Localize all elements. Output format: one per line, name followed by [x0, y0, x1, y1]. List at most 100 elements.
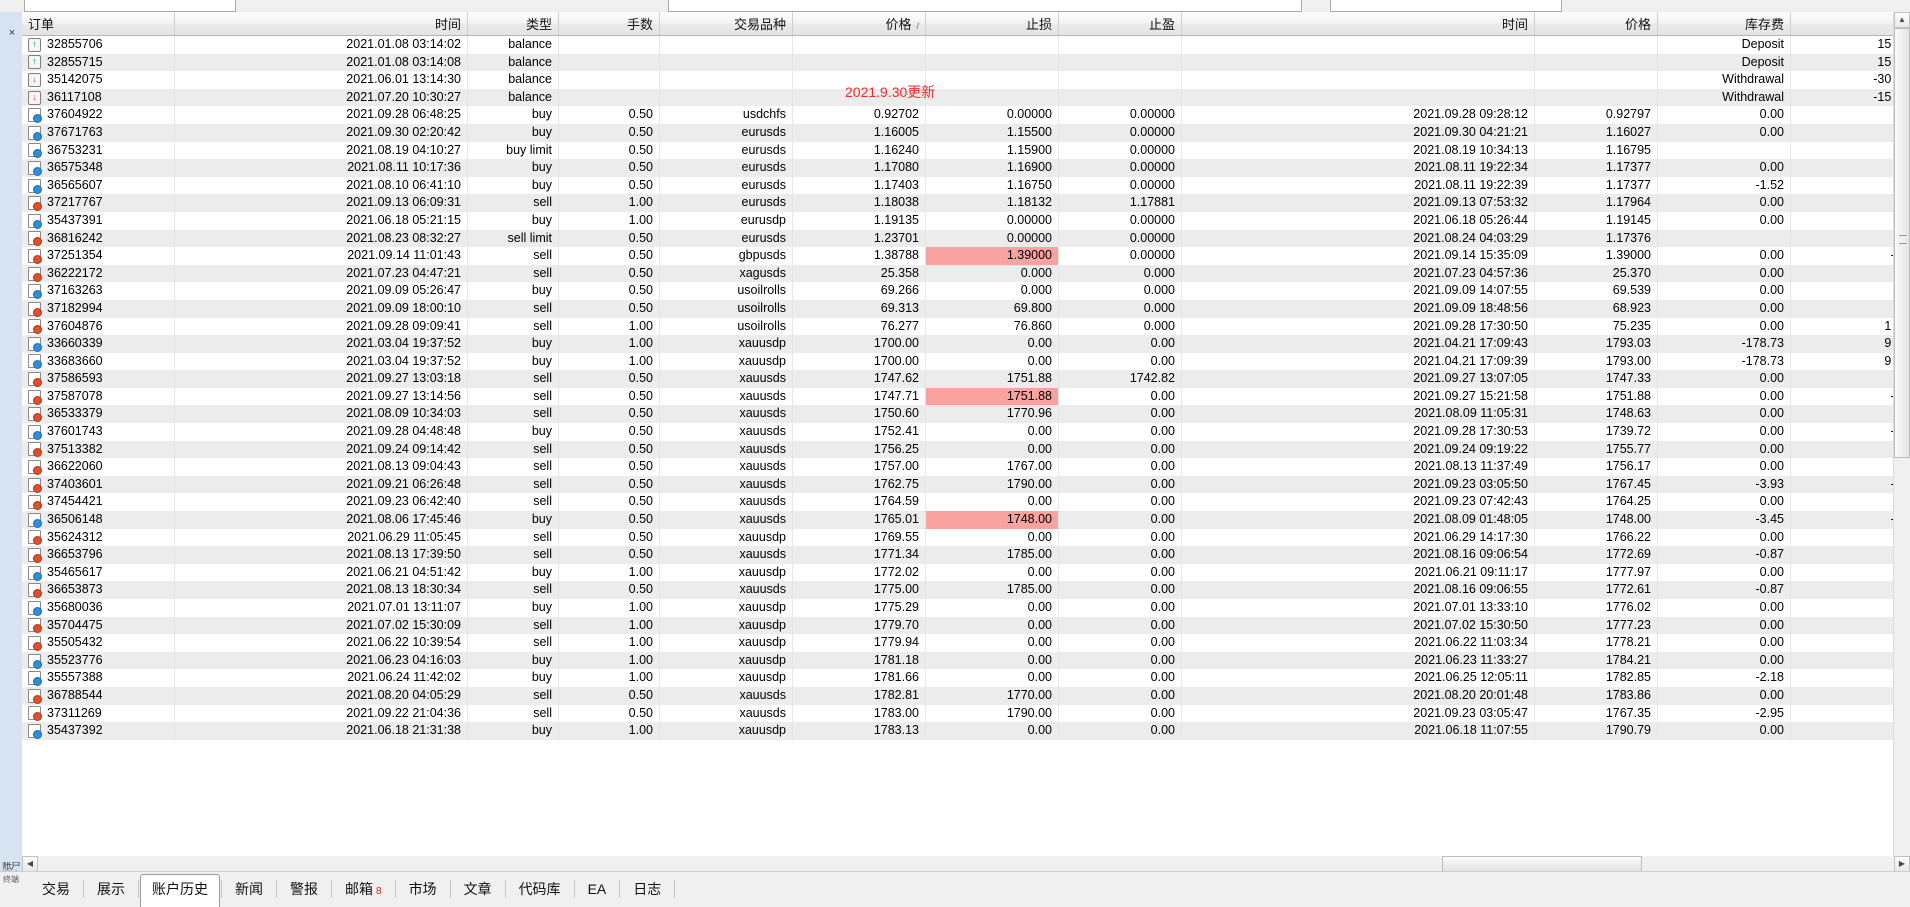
toolbar-field-left[interactable]: [24, 0, 236, 12]
col-header-price-close[interactable]: 价格: [1535, 12, 1658, 36]
cell-symbol: xauusdp: [660, 529, 793, 547]
cell-symbol: [660, 54, 793, 72]
col-header-time-close[interactable]: 时间: [1182, 12, 1535, 36]
col-header-symbol[interactable]: 交易品种: [660, 12, 793, 36]
cell-volume: 1.00: [559, 634, 660, 652]
horizontal-scrollbar[interactable]: ◀ ▶: [22, 856, 1910, 872]
order-id-label: 37454421: [47, 493, 103, 511]
toolbar-field-right[interactable]: [1330, 0, 1562, 12]
cell-symbol: usoilrolls: [660, 300, 793, 318]
tab-新闻[interactable]: 新闻: [223, 874, 275, 905]
cell-type: sell: [468, 687, 559, 705]
scroll-left-icon[interactable]: ◀: [22, 856, 38, 872]
close-icon[interactable]: ×: [6, 26, 18, 40]
cell-sl: 1767.00: [926, 458, 1059, 476]
cell-time-close: 2021.09.23 03:05:47: [1182, 705, 1535, 723]
vertical-scrollbar[interactable]: ▲ ▼: [1893, 12, 1910, 872]
sell-order-icon: [28, 706, 41, 720]
col-header-price-open[interactable]: 价格/: [793, 12, 926, 36]
col-header-type[interactable]: 类型: [468, 12, 559, 36]
order-id-label: 35624312: [47, 529, 103, 547]
cell-volume: [559, 36, 660, 54]
buy-order-icon: [28, 161, 41, 175]
cell-symbol: eurusds: [660, 230, 793, 248]
cell-price-open: 0.92702: [793, 106, 926, 124]
tab-文章[interactable]: 文章: [452, 874, 504, 905]
col-header-volume[interactable]: 手数: [559, 12, 660, 36]
cell-time-open: 2021.09.28 09:09:41: [175, 318, 468, 336]
tab-警报[interactable]: 警报: [278, 874, 330, 905]
cell-time-close: 2021.07.02 15:30:50: [1182, 617, 1535, 635]
tab-展示[interactable]: 展示: [85, 874, 137, 905]
tab-市场[interactable]: 市场: [397, 874, 449, 905]
col-header-order[interactable]: 订单: [22, 12, 175, 36]
vertical-scroll-thumb[interactable]: [1894, 28, 1910, 458]
col-header-swap[interactable]: 库存费: [1658, 12, 1791, 36]
col-header-stop-loss[interactable]: 止损: [926, 12, 1059, 36]
col-header-take-profit[interactable]: 止盈: [1059, 12, 1182, 36]
cell-order: 36653796: [22, 546, 175, 564]
tab-日志[interactable]: 日志: [621, 874, 673, 905]
cell-swap: 0.00: [1658, 722, 1791, 740]
horizontal-scroll-thumb[interactable]: [1442, 856, 1642, 872]
annotation-note: 2021.9.30更新: [845, 82, 935, 102]
tab-交易[interactable]: 交易: [30, 874, 82, 905]
tab-EA[interactable]: EA: [576, 876, 619, 903]
toolbar-field-center[interactable]: [668, 0, 1302, 12]
tab-代码库[interactable]: 代码库: [507, 874, 573, 905]
scroll-right-icon[interactable]: ▶: [1894, 856, 1910, 872]
cell-type: sell: [468, 300, 559, 318]
cell-volume: 1.00: [559, 669, 660, 687]
cell-type: sell: [468, 617, 559, 635]
cell-tp: 0.00: [1059, 669, 1182, 687]
tab-账户历史[interactable]: 账户历史: [140, 874, 220, 907]
cell-time-close: [1182, 89, 1535, 107]
scroll-up-icon[interactable]: ▲: [1894, 12, 1910, 28]
tab-separator: [505, 880, 506, 898]
cell-order: 36222172: [22, 265, 175, 283]
order-id-label: 37403601: [47, 476, 103, 494]
col-header-time-open[interactable]: 时间: [175, 12, 468, 36]
